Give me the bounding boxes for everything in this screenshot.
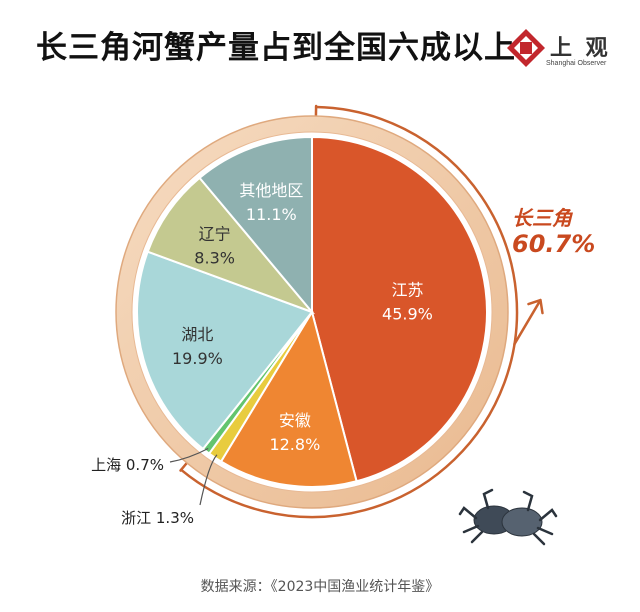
slice-value-label-7: 11.1% [246,205,297,224]
pie-slice-7 [198,135,313,315]
outside-label-4: 上海 0.7% [91,456,164,474]
chart-title: 长三角河蟹产量占到全国六成以上 [36,30,516,66]
slice-value-label-2: 12.8% [269,435,320,454]
slice-name-label-6: 辽宁 [199,225,231,244]
group-bracket-arc [179,105,519,519]
pie-slice-6 [146,176,316,315]
leader-lines [169,447,218,506]
slice-name-label-2: 安徽 [279,411,311,430]
leader-line-3 [199,454,218,506]
pie-slice-1 [311,135,488,483]
logo-name: 上 观 [550,36,611,61]
pie-slice-5 [136,250,314,451]
logo-subtitle: Shanghai Observer [546,60,607,67]
slice-value-label-5: 19.9% [172,349,223,368]
slice-name-label-1: 江苏 [391,281,423,300]
pie-slice-2 [219,309,358,488]
outside-label-3: 浙江 1.3% [121,509,194,527]
group-name-label: 长三角 [512,206,572,230]
logo-mark-icon [507,29,545,67]
group-value-label: 60.7% [512,230,596,258]
shanghai-observer-logo: 上 观 Shanghai Observer [506,28,616,78]
data-source-note: 数据来源：《2023中国渔业统计年鉴》 [200,579,440,595]
group-bracket-bottom-tick [179,461,189,472]
pie-slices [136,135,488,488]
group-pointer-arrow [513,298,544,346]
slice-value-label-1: 45.9% [382,305,433,324]
slice-labels: 江苏 45.9% 安徽 12.8% 湖北 19.9% 辽宁 8.3% 其他地区 11.1% 浙江 1… [91,181,433,527]
slice-name-label-5: 湖北 [181,325,213,344]
slice-value-label-6: 8.3% [194,249,235,268]
slice-name-label-7: 其他地区 [239,181,303,200]
leader-line-4 [169,447,209,463]
crab-illustration-icon [458,488,558,546]
